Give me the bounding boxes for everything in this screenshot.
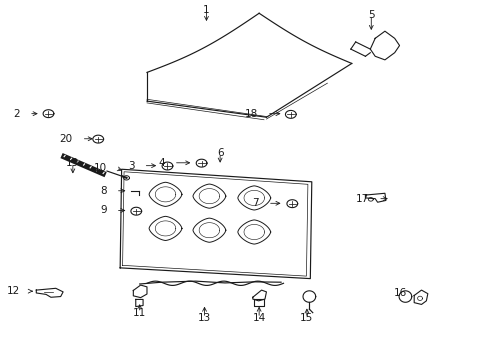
Text: 15: 15 [300, 313, 313, 323]
Text: 14: 14 [252, 313, 265, 323]
Text: 8: 8 [100, 186, 107, 196]
Text: 5: 5 [367, 10, 374, 20]
Text: 16: 16 [393, 288, 407, 298]
Text: 18: 18 [244, 109, 258, 119]
Text: 7: 7 [252, 198, 259, 208]
Text: 4: 4 [158, 158, 164, 168]
Text: 17: 17 [355, 194, 368, 204]
Text: 3: 3 [128, 161, 135, 171]
Text: 12: 12 [7, 286, 20, 296]
Text: 19: 19 [66, 158, 80, 168]
Text: 13: 13 [198, 313, 211, 323]
Text: 20: 20 [60, 134, 73, 144]
Text: 10: 10 [94, 163, 107, 173]
Text: 9: 9 [100, 206, 107, 216]
Text: 6: 6 [216, 148, 223, 158]
Text: 2: 2 [14, 109, 20, 119]
Text: 1: 1 [203, 5, 209, 15]
Text: 11: 11 [133, 308, 146, 318]
